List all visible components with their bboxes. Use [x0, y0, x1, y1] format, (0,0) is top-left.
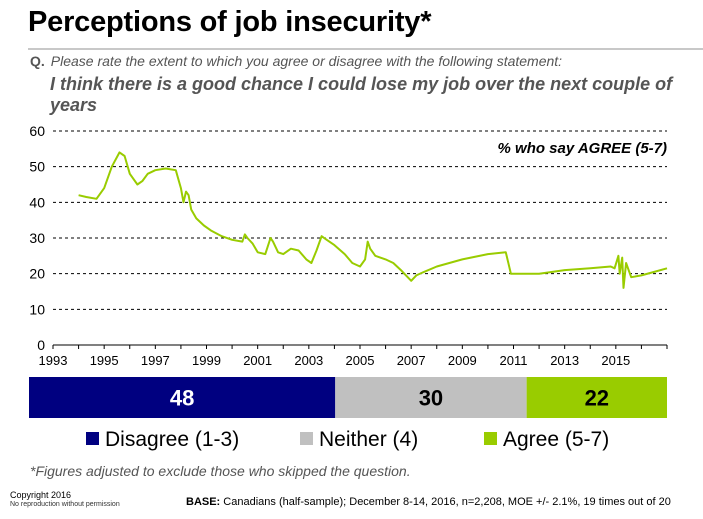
x-tick-label: 2007 [397, 353, 426, 368]
legend-swatch-agree [484, 432, 497, 445]
bar-segment-neither [335, 377, 527, 418]
copyright-notice: No reproduction without permission [10, 501, 120, 508]
question-statement: I think there is a good chance I could l… [50, 74, 673, 115]
x-tick-label: 2015 [601, 353, 630, 368]
x-tick-label: 2005 [346, 353, 375, 368]
x-tick-label: 1997 [141, 353, 170, 368]
copyright: Copyright 2016 No reproduction without p… [10, 490, 120, 510]
base-note: BASE: Canadians (half-sample); December … [186, 496, 671, 508]
x-tick-label: 2009 [448, 353, 477, 368]
x-tick-label: 1999 [192, 353, 221, 368]
legend-swatch-disagree [86, 432, 99, 445]
base-text: Canadians (half-sample); December 8-14, … [223, 496, 671, 508]
legend-swatch-neither [300, 432, 313, 445]
chart-annotation: % who say AGREE (5-7) [498, 140, 667, 157]
x-tick-label: 1995 [90, 353, 119, 368]
title-divider [28, 48, 703, 50]
y-tick-label: 40 [29, 194, 45, 210]
question-line: Q. Please rate the extent to which you ag… [30, 53, 562, 69]
base-label: BASE: [186, 496, 221, 508]
legend-label-neither: Neither (4) [319, 428, 418, 451]
x-tick-label: 2003 [294, 353, 323, 368]
x-tick-label: 2011 [500, 353, 528, 368]
y-tick-label: 60 [29, 123, 45, 139]
agree-series-line [78, 151, 668, 289]
x-tick-label: 2001 [243, 353, 272, 368]
job-insecurity-chart: 0 10 20 30 40 50 60 1993 1995 1997 1999 2001 2003 200… [29, 123, 668, 451]
page-title: Perceptions of job insecurity* [28, 6, 432, 38]
y-tick-label: 30 [29, 230, 45, 246]
bar-segment-disagree [29, 377, 336, 418]
question-prefix: Q. [30, 53, 45, 69]
legend-label-agree: Agree (5-7) [503, 428, 609, 451]
footnote: *Figures adjusted to exclude those who s… [30, 463, 411, 479]
bar-value-neither: 30 [419, 386, 443, 411]
bar-segment-agree [526, 377, 667, 418]
y-tick-label: 50 [29, 159, 45, 175]
x-tick-label: 2013 [550, 353, 579, 368]
y-tick-label: 0 [37, 337, 45, 353]
question-text: Please rate the extent to which you agre… [50, 53, 563, 69]
bar-value-agree: 22 [585, 386, 609, 411]
y-tick-label: 10 [29, 301, 45, 317]
copyright-line: Copyright 2016 [10, 490, 72, 500]
x-tick-label: 1993 [39, 353, 68, 368]
y-tick-label: 20 [29, 266, 45, 282]
bar-value-disagree: 48 [170, 386, 194, 411]
legend-label-disagree: Disagree (1-3) [105, 428, 239, 451]
